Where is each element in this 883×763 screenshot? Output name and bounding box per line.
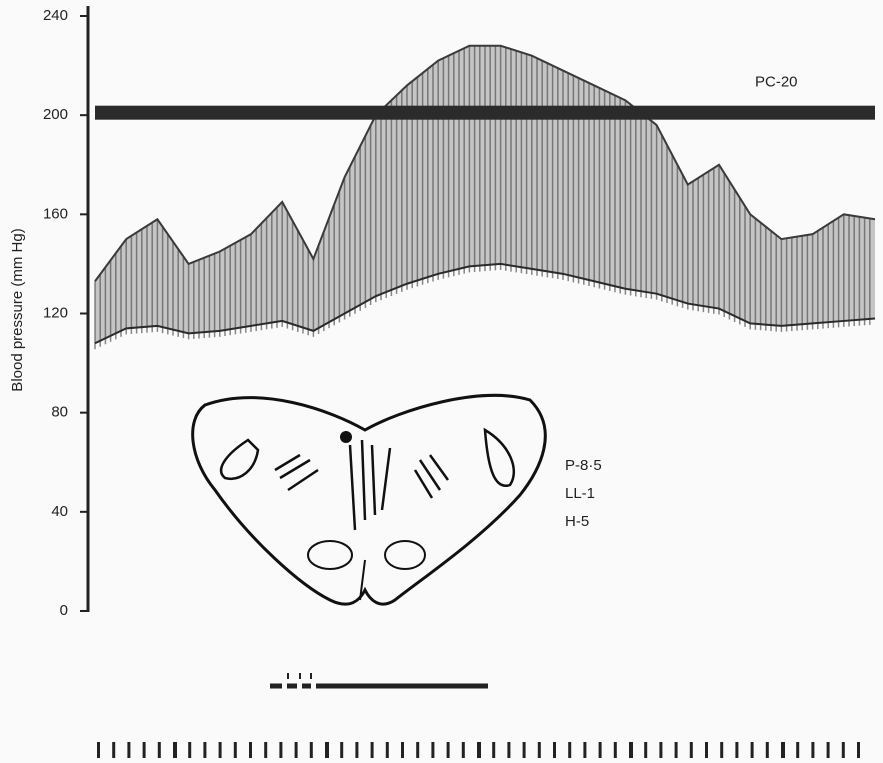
time-mark — [796, 742, 800, 758]
pressure-line — [94, 44, 876, 282]
time-mark — [127, 742, 131, 758]
time-mark — [705, 742, 708, 758]
reference-label: PC-20 — [755, 74, 798, 91]
time-mark — [218, 742, 222, 758]
y-tick-label: 240 — [43, 7, 68, 24]
time-mark — [598, 742, 602, 758]
time-mark — [294, 742, 298, 758]
time-mark — [264, 742, 268, 758]
annotation: P-8·5 — [565, 457, 602, 474]
annotation: H-5 — [565, 513, 589, 530]
time-mark — [750, 742, 754, 758]
time-mark — [841, 742, 845, 758]
time-mark — [477, 742, 481, 758]
time-mark — [492, 742, 496, 758]
time-mark — [249, 742, 252, 758]
time-mark — [522, 742, 526, 758]
time-mark — [233, 742, 237, 758]
time-mark — [461, 742, 465, 758]
time-mark — [401, 742, 404, 758]
time-mark — [446, 742, 450, 758]
time-mark — [112, 742, 116, 758]
time-mark — [613, 742, 617, 758]
time-mark — [629, 742, 633, 758]
pressure-line — [94, 262, 876, 345]
time-marks — [97, 742, 860, 758]
time-mark — [689, 742, 693, 758]
time-mark — [370, 742, 374, 758]
time-mark — [826, 742, 830, 758]
time-mark — [553, 742, 556, 758]
time-mark — [325, 742, 329, 758]
time-mark — [781, 742, 785, 758]
y-tick-label: 0 — [60, 602, 68, 619]
time-mark — [173, 742, 177, 758]
time-mark — [157, 742, 161, 758]
y-axis-label: Blood pressure (mm Hg) — [9, 228, 26, 391]
y-tick-label: 200 — [43, 106, 68, 123]
time-mark — [188, 742, 192, 758]
time-mark — [203, 742, 207, 758]
y-tick-label: 80 — [51, 404, 68, 421]
time-mark — [279, 742, 283, 758]
time-mark — [644, 742, 648, 758]
time-mark — [416, 742, 420, 758]
time-mark — [537, 742, 541, 758]
time-mark — [583, 742, 587, 758]
time-mark — [142, 742, 146, 758]
y-tick-label: 160 — [43, 205, 68, 222]
time-mark — [765, 742, 769, 758]
time-mark — [857, 742, 860, 758]
time-mark — [659, 742, 663, 758]
time-mark — [309, 742, 313, 758]
time-mark — [568, 742, 572, 758]
time-mark — [507, 742, 511, 758]
y-tick-label: 120 — [43, 304, 68, 321]
time-mark — [431, 742, 435, 758]
time-mark — [735, 742, 739, 758]
time-mark — [355, 742, 359, 758]
reference-line — [95, 105, 875, 120]
time-mark — [385, 742, 389, 758]
stimulus-marker — [270, 673, 488, 689]
time-mark — [720, 742, 724, 758]
time-mark — [97, 742, 100, 758]
time-mark — [811, 742, 815, 758]
brainstem-diagram — [191, 393, 547, 606]
annotation: LL-1 — [565, 485, 595, 502]
time-mark — [674, 742, 678, 758]
y-tick-label: 40 — [51, 503, 68, 520]
time-mark — [340, 742, 344, 758]
